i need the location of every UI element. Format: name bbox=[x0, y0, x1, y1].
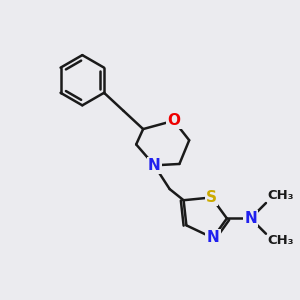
Text: CH₃: CH₃ bbox=[267, 190, 294, 202]
Text: N: N bbox=[206, 230, 219, 245]
Text: N: N bbox=[244, 211, 257, 226]
Text: S: S bbox=[206, 190, 217, 205]
Text: N: N bbox=[148, 158, 161, 173]
Text: CH₃: CH₃ bbox=[267, 234, 294, 247]
Text: O: O bbox=[167, 113, 180, 128]
